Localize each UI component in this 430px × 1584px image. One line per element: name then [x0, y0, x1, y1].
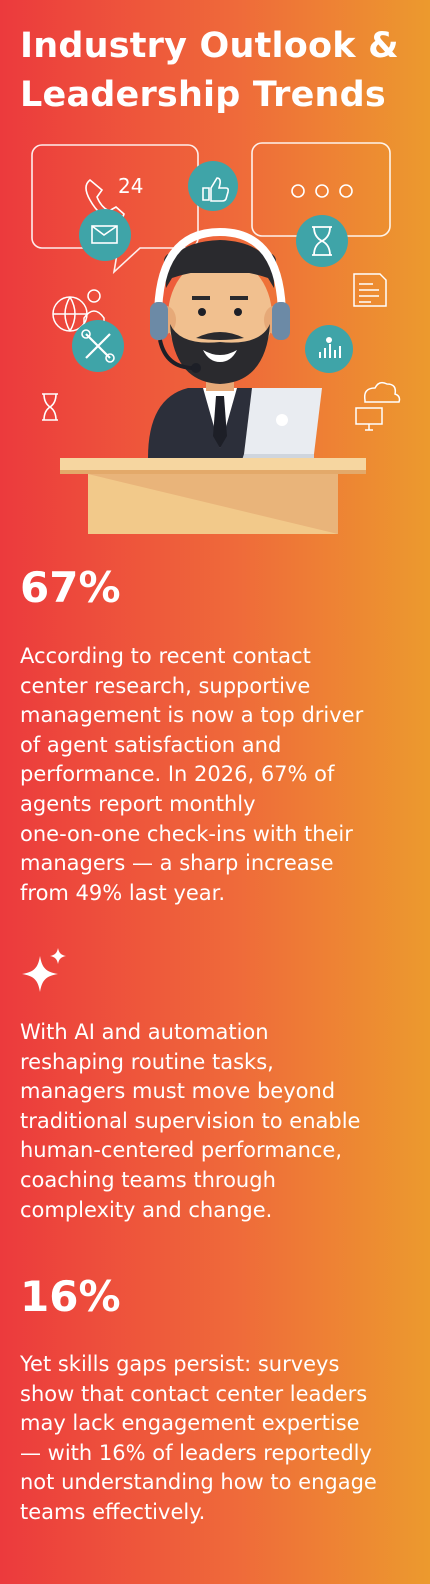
paragraph-line: not understanding how to engage	[20, 1470, 377, 1495]
stat-67-percent: 67%	[20, 563, 121, 612]
paragraph-line: According to recent contact	[20, 644, 311, 668]
page-title-line-1: Industry Outlook &	[20, 26, 399, 66]
paragraph-line: Yet skills gaps persist: surveys	[20, 1352, 340, 1376]
paragraph-skills-gaps: Yet skills gaps persist: surveys show th…	[20, 1350, 415, 1528]
bubble-number: 24	[118, 174, 143, 198]
page-title: Industry Outlook & Leadership Trends	[20, 22, 415, 120]
paragraph-line: from 49% last year.	[20, 880, 226, 905]
paragraph-line: managers — a sharp increase	[20, 851, 334, 876]
stat-16-percent: 16%	[20, 1272, 121, 1321]
paragraph-line: complexity and change.	[20, 1197, 273, 1222]
hourglass-icon	[296, 215, 348, 267]
thumbs-up-icon	[188, 161, 238, 211]
paragraph-line: coaching teams through	[20, 1167, 276, 1192]
paragraph-line: of agent satisfaction and	[20, 732, 282, 757]
speech-bubble-left	[31, 144, 199, 275]
email-reply-icon	[79, 209, 131, 261]
paragraph-line: agents report monthly	[20, 791, 256, 816]
agent-illustration: 24	[31, 142, 401, 534]
paragraph-line: human-centered performance,	[20, 1138, 343, 1163]
paragraph-line: performance. In 2026, 67% of	[20, 762, 335, 787]
desk	[60, 458, 366, 534]
paragraph-line: show that contact center leaders	[20, 1381, 368, 1406]
ellipsis-icon	[291, 184, 353, 198]
paragraph-line: reshaping routine tasks,	[20, 1049, 274, 1074]
paragraph-line: one-on-one check-ins with their	[20, 821, 353, 846]
laptop-icon	[242, 388, 322, 460]
sparkle-icon	[22, 948, 66, 992]
paragraph-line: managers must move beyond	[20, 1079, 336, 1104]
document-icon	[353, 273, 387, 307]
tools-icon	[72, 320, 124, 372]
paragraph-line: center research, supportive	[20, 673, 311, 698]
paragraph-line: may lack engagement expertise	[20, 1411, 360, 1436]
cloud-computer-icon	[355, 381, 401, 431]
globe-person-icon	[52, 289, 105, 332]
paragraph-line: — with 16% of leaders reportedly	[20, 1440, 372, 1465]
hourglass-small-icon	[42, 393, 58, 421]
team-chart-icon	[305, 325, 353, 373]
page-title-line-2: Leadership Trends	[20, 75, 386, 115]
paragraph-line: management is now a top driver	[20, 703, 364, 728]
paragraph-line: With AI and automation	[20, 1020, 269, 1044]
paragraph-supportive-management: According to recent contact center resea…	[20, 642, 415, 908]
paragraph-ai-automation: With AI and automation reshaping routine…	[20, 1018, 415, 1225]
paragraph-line: teams effectively.	[20, 1499, 206, 1524]
paragraph-line: traditional supervision to enable	[20, 1108, 361, 1133]
